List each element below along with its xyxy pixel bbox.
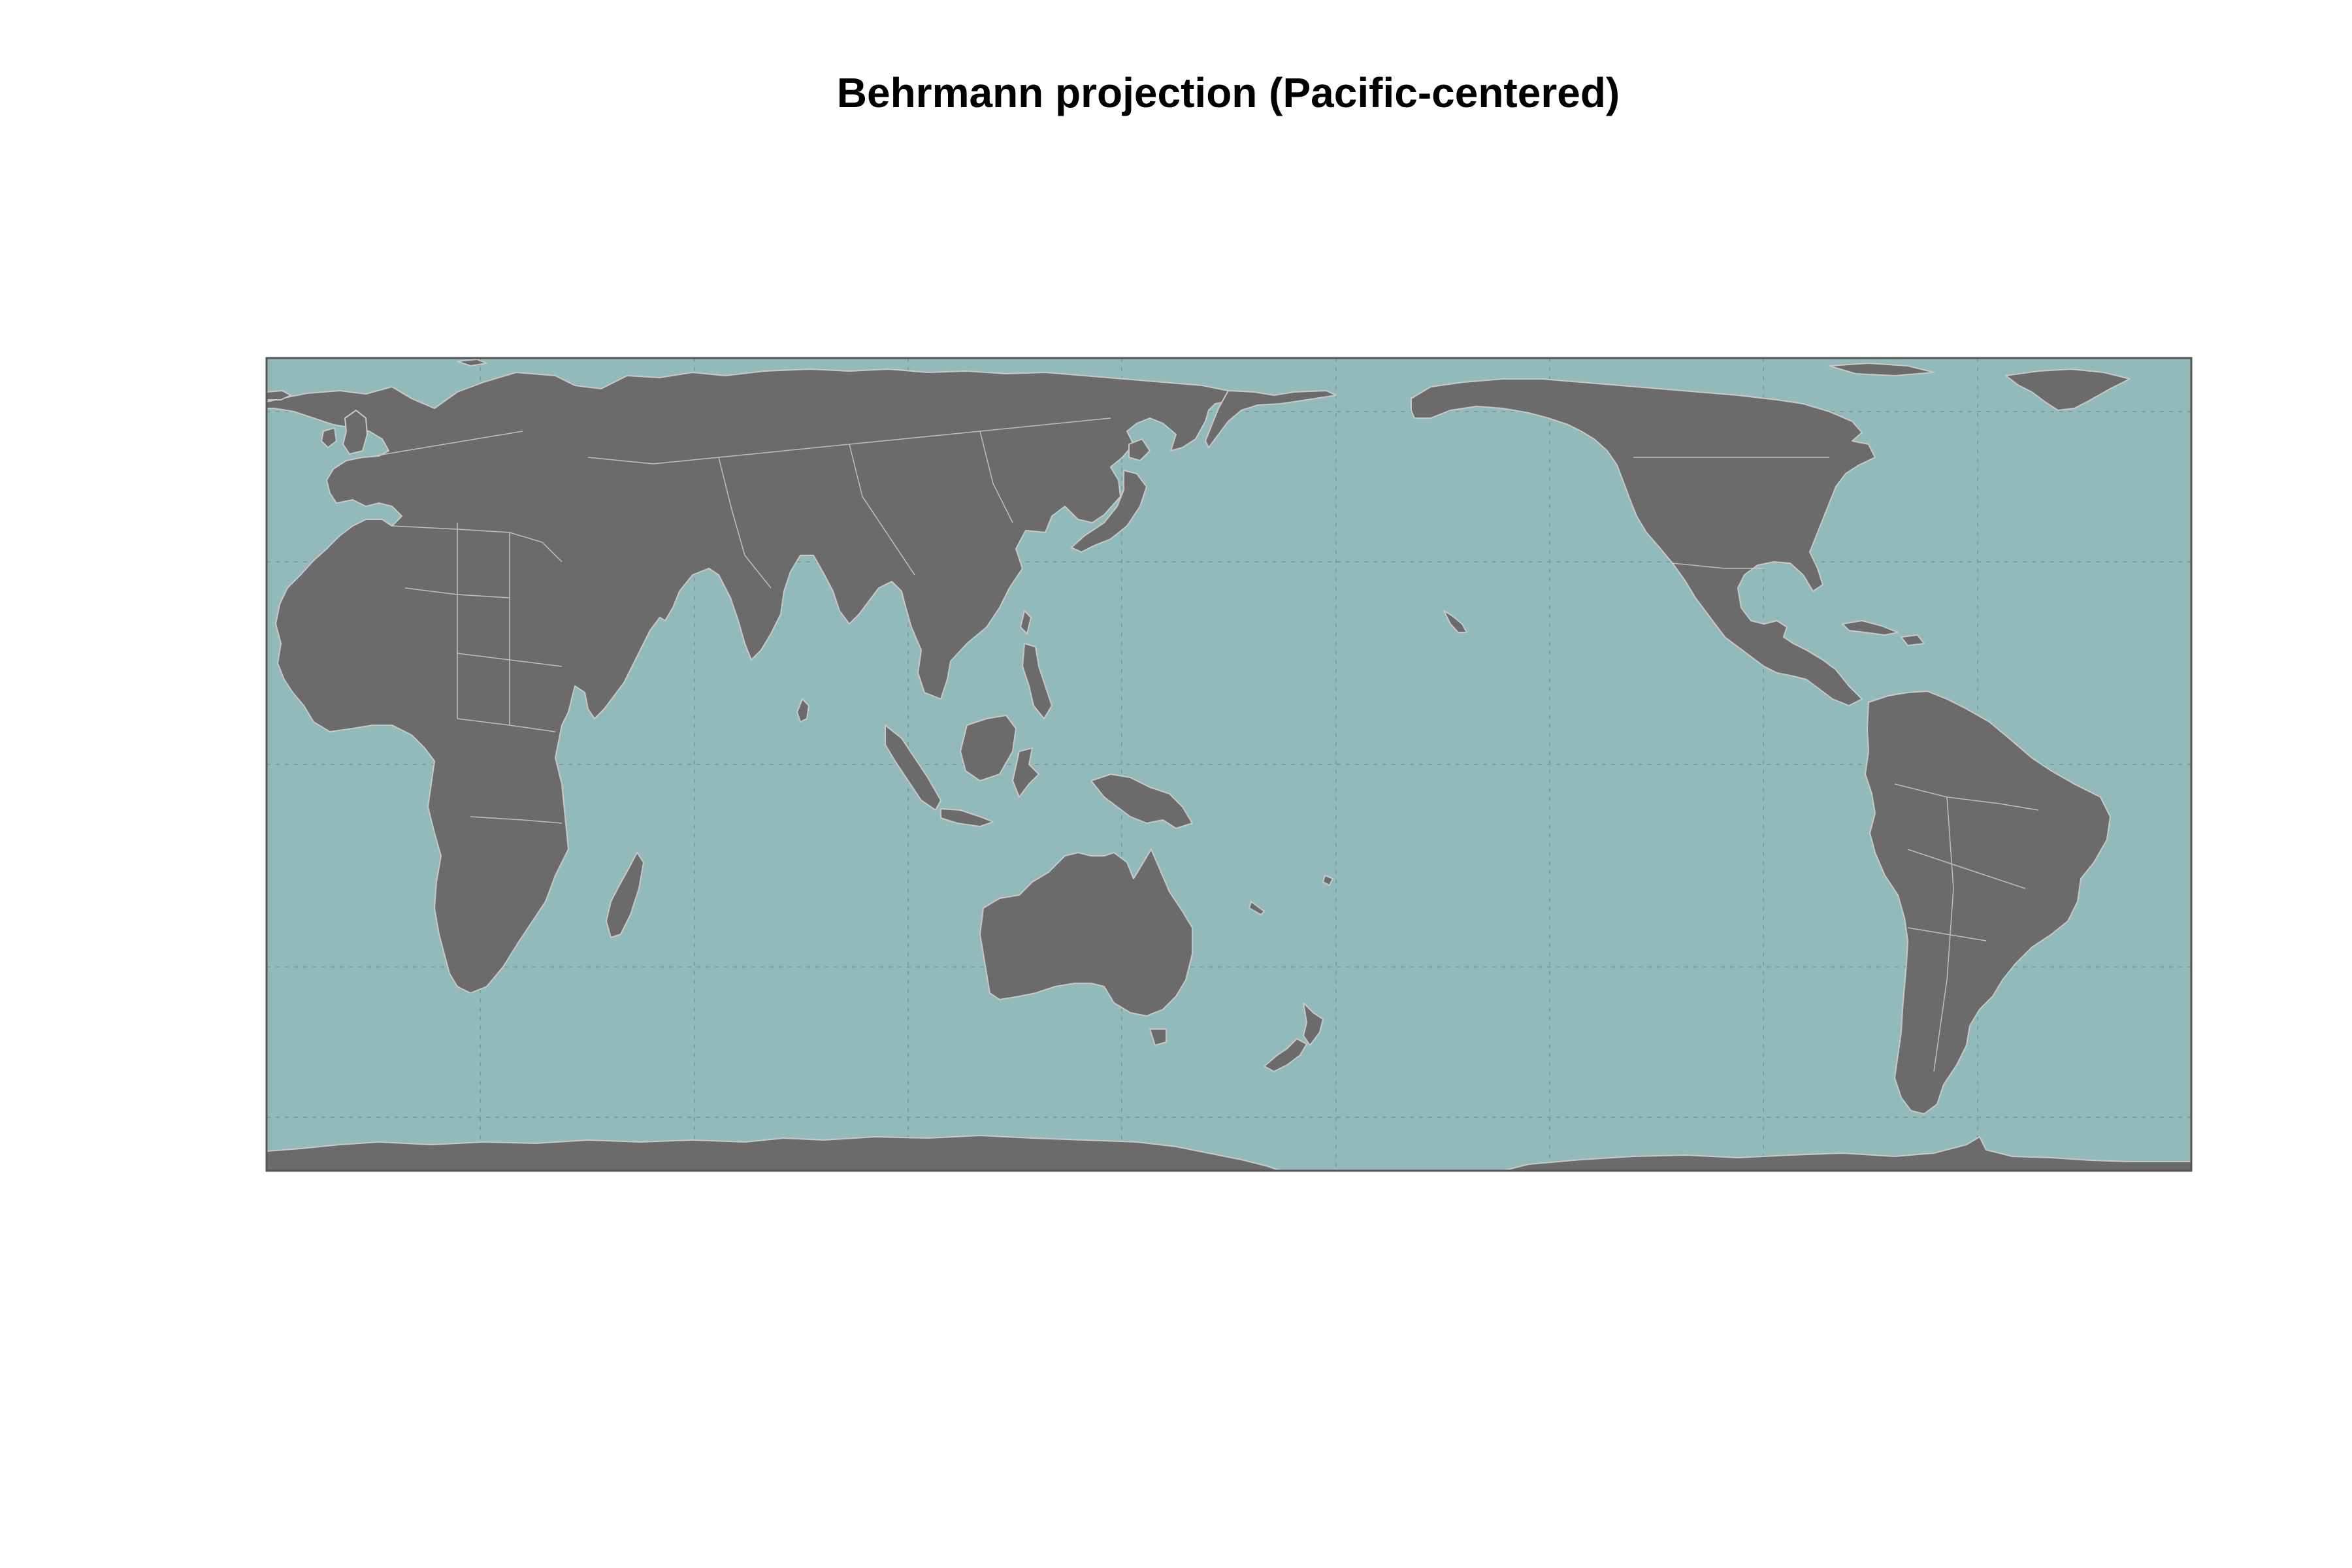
land-hispaniola <box>1901 634 1925 646</box>
land-ireland <box>321 427 337 448</box>
land-fiji <box>1322 875 1333 886</box>
country-borders <box>365 417 2039 1072</box>
land-java <box>940 808 994 827</box>
land-new-caledonia <box>1249 901 1265 915</box>
land-taiwan <box>1020 610 1032 634</box>
land-new-zealand-south <box>1264 1038 1307 1072</box>
land-philippines <box>1022 643 1053 719</box>
land-north-america <box>1411 378 1876 706</box>
land-sulawesi <box>1012 747 1039 798</box>
land-eurasia-africa <box>266 368 1242 994</box>
land-sumatra <box>885 725 941 811</box>
land-greenland <box>2005 368 2131 411</box>
land-cuba <box>1842 620 1899 636</box>
land-antarctica-east <box>1502 1136 2192 1171</box>
map-frame <box>265 357 2193 1172</box>
land-tasmania <box>1149 1028 1167 1046</box>
land-britain <box>342 410 368 455</box>
land-south-america <box>1865 691 2111 1115</box>
land-borneo <box>960 715 1017 781</box>
land-new-zealand-north <box>1303 1002 1324 1046</box>
map-title: Behrmann projection (Pacific-centered) <box>836 69 1620 116</box>
land-sri-lanka <box>796 698 809 723</box>
land-hawaii <box>1443 610 1467 633</box>
land-svalbard <box>457 359 487 367</box>
land-kamchatka <box>1205 390 1337 448</box>
land-arctic-archipelago <box>1829 363 1935 376</box>
land-new-guinea <box>1090 774 1193 829</box>
land-australia <box>979 849 1193 1017</box>
land-japan <box>1071 470 1147 553</box>
land-madagascar <box>606 852 644 938</box>
land-hokkaido <box>1128 438 1151 461</box>
land-antarctica-west <box>266 1135 1281 1171</box>
